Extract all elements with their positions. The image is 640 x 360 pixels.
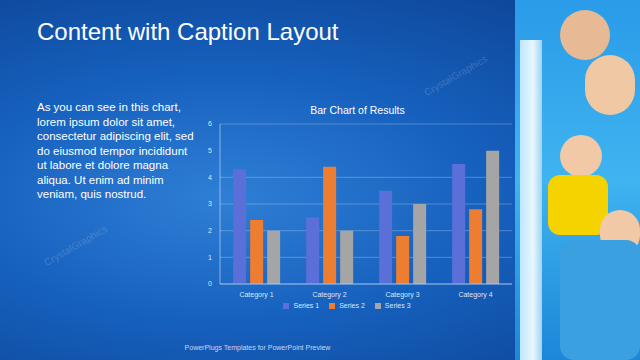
svg-text:Category 2: Category 2 (312, 291, 346, 299)
html-text:CrystalGraphics: CrystalGraphics (42, 223, 110, 268)
svg-text:3: 3 (208, 200, 212, 207)
html-text:PowerPlugs Templates for Power: PowerPlugs Templates for PowerPoint Prev… (184, 344, 331, 351)
svg-text:0: 0 (208, 280, 212, 287)
svg-text:5: 5 (208, 147, 212, 154)
html-text:CrystalGraphics: CrystalGraphics (422, 53, 490, 98)
svg-text:Category 4: Category 4 (458, 291, 492, 299)
html-text:Series 3: Series 3 (384, 302, 411, 309)
html-text:Content with Caption Layout: Content with Caption Layout (37, 18, 339, 45)
svg-text:6: 6 (208, 120, 212, 127)
svg-text:4: 4 (208, 174, 212, 181)
svg-text:1: 1 (208, 254, 212, 261)
svg-text:Category 3: Category 3 (385, 291, 419, 299)
html-text:Series 2: Series 2 (339, 302, 365, 309)
html-text:Series 1: Series 1 (293, 302, 320, 309)
svg-text:Category 1: Category 1 (239, 291, 273, 299)
svg-text:2: 2 (208, 227, 212, 234)
html-text:Bar Chart of Results: Bar Chart of Results (310, 104, 405, 116)
html-text:As you can see in this chart,: As you can see in this chart, lorem ipsu… (37, 101, 194, 200)
